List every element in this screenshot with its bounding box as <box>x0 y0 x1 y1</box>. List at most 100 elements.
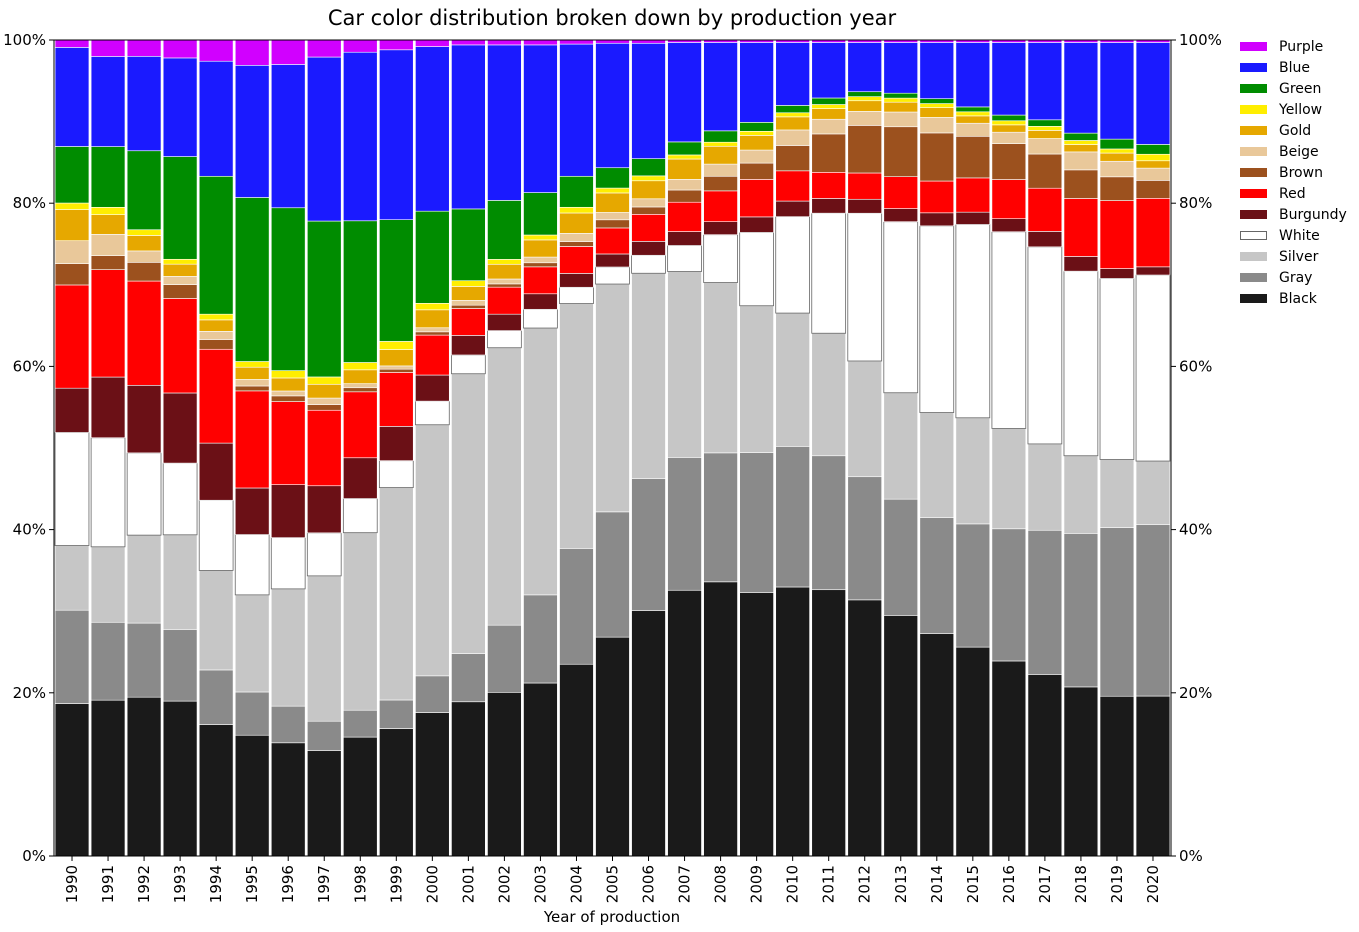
bar-segment-silver-1999 <box>379 487 414 701</box>
bar-segment-black-2011 <box>811 589 846 857</box>
bar-segment-brown-2016 <box>991 143 1027 180</box>
bar-segment-brown-1993 <box>162 284 198 299</box>
bar-segment-white-2015 <box>955 224 991 419</box>
bar-segment-brown-2000 <box>415 331 450 336</box>
bar-segment-red-2015 <box>955 177 991 213</box>
bar-segment-silver-2011 <box>811 332 846 457</box>
bar-segment-white-2007 <box>667 245 702 272</box>
bar-segment-yellow-2017 <box>1027 126 1063 131</box>
legend-swatch <box>1240 84 1267 93</box>
x-tick-label: 1996 <box>279 865 297 903</box>
bar-segment-beige-2005 <box>595 212 630 221</box>
bar-segment-gold-2007 <box>667 158 702 180</box>
bar-segment-white-2005 <box>595 266 630 285</box>
bar-segment-gray-2008 <box>703 452 738 583</box>
bar-segment-gray-2007 <box>667 457 702 591</box>
bar-segment-white-1992 <box>126 452 162 536</box>
x-tick-label: 2015 <box>964 865 982 903</box>
y-tick-label-left: 80% <box>13 194 46 212</box>
bar-segment-gray-1998 <box>343 709 378 738</box>
legend-swatch <box>1240 147 1267 156</box>
bar-segment-green-2005 <box>595 167 630 189</box>
y-tick-label-left: 100% <box>3 31 46 49</box>
bar-segment-yellow-1995 <box>234 361 270 368</box>
bar-segment-green-2018 <box>1063 132 1099 141</box>
bar-segment-gray-2004 <box>559 548 594 665</box>
bar-segment-purple-2000 <box>415 39 450 47</box>
bar-segment-gray-2020 <box>1135 524 1171 697</box>
legend-label: Red <box>1279 185 1306 202</box>
bar-segment-gold-1994 <box>198 319 234 332</box>
bar-segment-silver-2020 <box>1135 460 1171 526</box>
bar-segment-gold-2015 <box>955 115 991 124</box>
bar-segment-blue-1991 <box>90 56 126 147</box>
bar-segment-silver-1997 <box>307 575 342 722</box>
bar-segment-blue-1990 <box>54 47 90 147</box>
bar-segment-green-2012 <box>847 91 882 97</box>
bar-segment-blue-2008 <box>703 42 738 132</box>
bar-segment-silver-2014 <box>919 412 955 519</box>
bar-segment-brown-1992 <box>126 262 162 282</box>
bar-segment-gray-2015 <box>955 523 991 648</box>
bar-segment-green-2001 <box>451 208 486 282</box>
y-tick-label-left: 40% <box>13 521 46 539</box>
x-tick-label: 2001 <box>459 865 477 903</box>
legend-label: White <box>1279 227 1320 244</box>
legend-item-white: White <box>1240 225 1347 246</box>
bar-segment-burgundy-1995 <box>234 487 270 535</box>
bar-segment-green-2007 <box>667 141 702 156</box>
bar-segment-gray-2002 <box>487 624 522 693</box>
bar-segment-blue-2011 <box>811 42 846 99</box>
bar-segment-red-2020 <box>1135 198 1171 268</box>
x-tick-label: 2008 <box>712 865 730 903</box>
bar-segment-purple-1991 <box>90 39 126 57</box>
bar-segment-brown-2017 <box>1027 153 1063 189</box>
bar-segment-yellow-2003 <box>523 234 558 241</box>
bar-segment-purple-2001 <box>451 39 486 46</box>
bar-segment-beige-2020 <box>1135 167 1171 181</box>
bar-segment-black-2002 <box>487 692 522 857</box>
bar-segment-silver-2019 <box>1099 459 1135 528</box>
bar-segment-beige-1999 <box>379 365 414 370</box>
bar-segment-green-1992 <box>126 150 162 231</box>
x-tick-label: 1994 <box>207 865 225 903</box>
bar-segment-green-1990 <box>54 146 90 204</box>
bar-segment-gold-1991 <box>90 214 126 235</box>
bar-segment-purple-1996 <box>270 39 306 65</box>
bar-segment-black-1991 <box>90 699 126 857</box>
bar-segment-gold-2000 <box>415 309 450 329</box>
bar-segment-white-2010 <box>775 216 810 314</box>
bar-segment-brown-1990 <box>54 263 90 286</box>
bar-segment-burgundy-1998 <box>343 457 378 499</box>
bar-segment-blue-2000 <box>415 46 450 212</box>
bar-segment-beige-2010 <box>775 129 810 146</box>
y-tick-label-right: 20% <box>1179 684 1212 702</box>
bar-segment-silver-2003 <box>523 327 558 596</box>
legend: Purple Blue Green Yellow Gold Beige Brown Red Bu… <box>1240 36 1347 309</box>
bar-segment-brown-2018 <box>1063 169 1099 199</box>
legend-swatch <box>1240 63 1267 72</box>
legend-item-green: Green <box>1240 78 1347 99</box>
axes-layer: 0% 0% 20% 20% 40% 40% 60% 60% 80% 80% 100% 100% 1990… <box>3 31 1222 903</box>
bar-segment-green-1996 <box>270 207 306 371</box>
bar-segment-burgundy-1991 <box>90 376 126 439</box>
x-tick-label: 2007 <box>676 865 694 903</box>
bar-segment-blue-2003 <box>523 44 558 193</box>
y-tick-label-left: 20% <box>13 684 46 702</box>
bar-segment-yellow-2014 <box>919 103 955 108</box>
legend-label: Black <box>1279 290 1317 307</box>
legend-label: Green <box>1279 80 1322 97</box>
bar-segment-burgundy-2005 <box>595 253 630 268</box>
bar-segment-red-1997 <box>307 409 342 487</box>
bar-segment-beige-2001 <box>451 299 486 306</box>
x-tick-label: 2016 <box>1000 865 1018 903</box>
bar-segment-purple-2004 <box>559 39 594 45</box>
bar-segment-silver-1993 <box>162 534 198 630</box>
x-tick-label: 2010 <box>784 865 802 903</box>
bar-segment-beige-2011 <box>811 118 846 135</box>
bar-segment-burgundy-2007 <box>667 231 702 246</box>
bar-segment-burgundy-2013 <box>883 208 918 223</box>
bar-segment-gold-2010 <box>775 116 810 131</box>
bar-segment-white-2013 <box>883 221 919 394</box>
bar-segment-purple-1994 <box>198 39 234 62</box>
